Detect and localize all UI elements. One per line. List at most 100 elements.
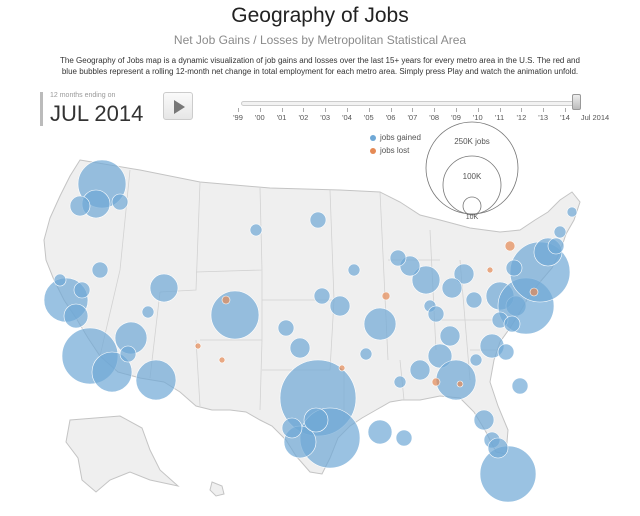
metro-bubble-gained[interactable]	[249, 223, 263, 237]
metro-bubble-gained[interactable]	[119, 345, 137, 363]
metro-bubble-gained[interactable]	[473, 409, 495, 431]
metro-bubble-gained[interactable]	[111, 193, 129, 211]
timeline-tick-mark	[238, 108, 239, 112]
size-legend-label-250k: 250K jobs	[454, 137, 490, 146]
timeline-tick-mark	[412, 108, 414, 112]
timeline-tick-label: '13	[538, 113, 549, 122]
metro-bubble-lost[interactable]	[194, 342, 202, 350]
metro-bubble-lost[interactable]	[529, 287, 539, 297]
metro-bubble-gained[interactable]	[503, 315, 521, 333]
us-metro-map: 250K jobs 100K 10K	[43, 121, 581, 503]
metro-bubble-gained[interactable]	[347, 263, 361, 277]
size-legend-circle-large	[425, 121, 519, 215]
metro-bubble-lost[interactable]	[486, 266, 494, 274]
legend-gained: jobs gained	[370, 133, 421, 146]
metro-bubble-gained[interactable]	[409, 359, 431, 381]
size-legend-circle-small	[462, 196, 482, 216]
metro-bubble-lost[interactable]	[218, 356, 226, 364]
metro-bubble-gained[interactable]	[91, 351, 133, 393]
metro-bubble-gained[interactable]	[359, 347, 373, 361]
metro-bubble-gained[interactable]	[309, 211, 327, 229]
size-legend: 250K jobs 100K 10K	[425, 121, 519, 221]
timeline-tick-label: '99	[233, 113, 243, 122]
timeline-tick-label: '06	[385, 113, 396, 122]
description-text: The Geography of Jobs map is a dynamic v…	[60, 56, 580, 76]
play-button[interactable]	[163, 92, 193, 120]
metro-bubble-gained[interactable]	[411, 265, 441, 295]
size-legend-label-100k: 100K	[463, 172, 482, 181]
timeline-tick-mark	[303, 108, 305, 112]
timeline-tick-label: '11	[494, 113, 505, 122]
metro-bubble-gained[interactable]	[441, 277, 463, 299]
metro-bubble-lost[interactable]	[431, 377, 441, 387]
size-legend-circle-medium	[442, 155, 502, 215]
size-legend-label-10k: 10K	[466, 214, 479, 221]
timeline-tick-mark	[325, 108, 327, 112]
metro-bubble-gained[interactable]	[469, 353, 483, 367]
metro-bubble-lost[interactable]	[381, 291, 391, 301]
metro-bubble-gained[interactable]	[505, 259, 523, 277]
metro-bubble-gained[interactable]	[427, 305, 445, 323]
metro-bubble-gained[interactable]	[73, 281, 91, 299]
metro-bubble-gained[interactable]	[329, 295, 351, 317]
metro-bubble-gained[interactable]	[53, 273, 67, 287]
metro-bubble-gained[interactable]	[487, 437, 509, 459]
period-value: JUL 2014	[50, 101, 144, 126]
page-subtitle: Net Job Gains / Losses by Metropolitan S…	[173, 33, 467, 47]
metro-bubble-lost[interactable]	[338, 364, 346, 372]
metro-bubble-gained[interactable]	[367, 419, 393, 445]
metro-bubble-gained[interactable]	[63, 303, 89, 329]
period-caption: 12 months ending on	[50, 92, 116, 99]
gained-swatch	[370, 135, 376, 141]
metro-bubble-gained[interactable]	[553, 225, 567, 239]
metro-bubble-gained[interactable]	[439, 325, 461, 347]
period-display: 12 months ending on JUL 2014	[40, 92, 163, 126]
metro-bubble-gained[interactable]	[149, 273, 179, 303]
timeline-tick-mark	[281, 108, 283, 112]
timeline-tick-label: Jul 2014	[580, 113, 610, 122]
metro-bubble-gained[interactable]	[479, 445, 537, 503]
metro-bubble-lost[interactable]	[456, 380, 464, 388]
metro-bubble-gained[interactable]	[303, 407, 329, 433]
metro-bubble-gained[interactable]	[393, 375, 407, 389]
metro-bubble-gained[interactable]	[435, 359, 477, 401]
timeline-tick-mark	[347, 108, 348, 112]
metro-bubble-gained[interactable]	[281, 417, 303, 439]
timeline-tick-mark	[543, 108, 545, 112]
metro-bubble-gained[interactable]	[210, 290, 260, 340]
metro-bubble-gained[interactable]	[289, 337, 311, 359]
metro-bubbles	[43, 159, 578, 503]
timeline-tick-label: '12	[516, 113, 527, 122]
metro-bubble-lost[interactable]	[504, 240, 516, 252]
metro-bubble-gained[interactable]	[91, 261, 109, 279]
metro-bubble-gained[interactable]	[566, 206, 578, 218]
metro-bubble-gained[interactable]	[389, 249, 407, 267]
metro-bubble-gained[interactable]	[511, 377, 529, 395]
metro-bubble-gained[interactable]	[277, 319, 295, 337]
metro-bubble-gained[interactable]	[395, 429, 413, 447]
timeline-tick-label: '02	[298, 113, 309, 122]
alaska-shape	[65, 415, 180, 493]
timeline-tick-mark	[499, 108, 501, 112]
metro-bubble-gained[interactable]	[453, 263, 475, 285]
metro-bubble-gained[interactable]	[363, 307, 397, 341]
metro-bubble-gained[interactable]	[135, 359, 177, 401]
timeline-tick-label: '01	[276, 113, 287, 122]
timeline-tick-label: '10	[472, 113, 483, 122]
legend-gained-label: jobs gained	[380, 133, 421, 142]
timeline-tick-label: '03	[320, 113, 331, 122]
metro-bubble-gained[interactable]	[497, 343, 515, 361]
timeline-tick-label: '09	[451, 113, 461, 122]
timeline-tick-mark	[259, 108, 261, 112]
metro-bubble-lost[interactable]	[221, 295, 231, 305]
metro-bubble-gained[interactable]	[547, 237, 565, 255]
timeline-slider-handle[interactable]	[572, 94, 581, 110]
metro-bubble-gained[interactable]	[465, 291, 483, 309]
metro-bubble-gained[interactable]	[69, 195, 91, 217]
legend-lost-label: jobs lost	[380, 146, 410, 155]
color-legend: jobs gained jobs lost	[370, 133, 421, 159]
timeline-ticks: '99 '00 '01 '02 '03 '04 '05 '06 '07 '08 '09 '10 '11 '…	[0, 0, 640, 130]
metro-bubble-gained[interactable]	[313, 287, 331, 305]
timeline-tick-mark	[434, 108, 436, 112]
metro-bubble-gained[interactable]	[141, 305, 155, 319]
